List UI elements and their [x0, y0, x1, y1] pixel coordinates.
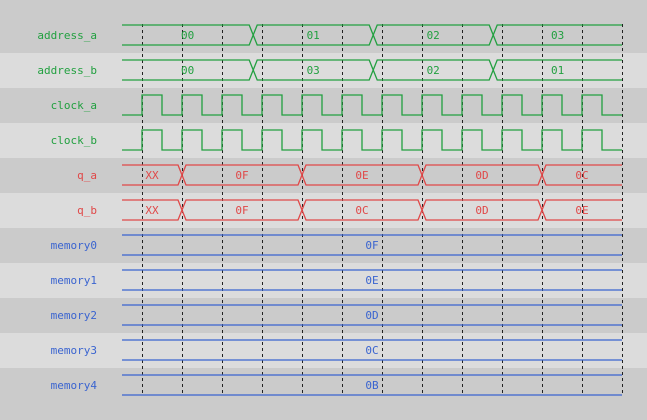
bus-value: 03	[307, 64, 320, 77]
bus-value: 02	[427, 29, 440, 42]
signal-label: address_b	[37, 64, 97, 77]
bus-value: 03	[551, 29, 564, 42]
signal-label: q_b	[77, 204, 97, 217]
signal-label: clock_b	[51, 134, 97, 147]
bus-segment	[492, 24, 622, 46]
signal-label: q_a	[77, 169, 97, 182]
signal-label: memory2	[51, 309, 97, 322]
bus-value: 0C	[355, 204, 368, 217]
signal-memory4: memory4 0B	[51, 374, 622, 396]
row-background	[0, 123, 647, 158]
signal-memory3: memory3 0C	[51, 339, 622, 361]
signals: address_a 00 01 02 03 address_b 00 03 02 01 clock_…	[37, 24, 622, 396]
bus-segment	[541, 199, 622, 221]
bus-value: 0B	[365, 379, 379, 392]
signal-clock_a: clock_a	[51, 94, 622, 116]
bus-value: 0C	[365, 344, 378, 357]
signal-clock_b: clock_b	[51, 129, 622, 151]
signal-label: memory4	[51, 379, 98, 392]
signal-q_b: q_b XX 0F 0C 0D 0E	[77, 199, 622, 221]
bus-value: 0D	[475, 204, 488, 217]
signal-label: memory1	[51, 274, 97, 287]
bus-value: 0F	[235, 204, 248, 217]
bus-value: 00	[181, 29, 194, 42]
bus-value: 0C	[575, 169, 588, 182]
bus-value: 00	[181, 64, 194, 77]
bus-value: 02	[427, 64, 440, 77]
bus-value: 0E	[355, 169, 368, 182]
signal-label: address_a	[37, 29, 97, 42]
bus-segment	[492, 59, 622, 81]
signal-address_b: address_b 00 03 02 01	[37, 59, 622, 81]
signal-label: clock_a	[51, 99, 97, 112]
signal-label: memory0	[51, 239, 97, 252]
bus-segment	[541, 164, 622, 186]
clock-waveform	[122, 94, 622, 116]
bus-value: 0F	[365, 239, 378, 252]
bus-value: 0F	[235, 169, 248, 182]
row-background	[0, 88, 647, 123]
signal-memory0: memory0 0F	[51, 234, 622, 256]
signal-memory1: memory1 0E	[51, 269, 622, 291]
signal-address_a: address_a 00 01 02 03	[37, 24, 622, 46]
bus-value: XX	[145, 204, 159, 217]
signal-q_a: q_a XX 0F 0E 0D 0C	[77, 164, 622, 186]
bus-value: 0E	[365, 274, 378, 287]
signal-memory2: memory2 0D	[51, 304, 622, 326]
row-background	[0, 53, 647, 88]
bus-value: XX	[145, 169, 159, 182]
row-background	[0, 263, 647, 298]
bus-value: 0E	[575, 204, 588, 217]
bus-value: 0D	[475, 169, 488, 182]
row-background	[0, 333, 647, 368]
clock-waveform	[122, 129, 622, 151]
signal-label: memory3	[51, 344, 97, 357]
bus-value: 01	[307, 29, 320, 42]
row-background	[0, 368, 647, 403]
row-background	[0, 228, 647, 263]
row-background	[0, 298, 647, 333]
row-background	[0, 193, 647, 228]
row-background	[0, 18, 647, 53]
bus-value: 01	[551, 64, 564, 77]
row-background	[0, 158, 647, 193]
bus-value: 0D	[365, 309, 378, 322]
